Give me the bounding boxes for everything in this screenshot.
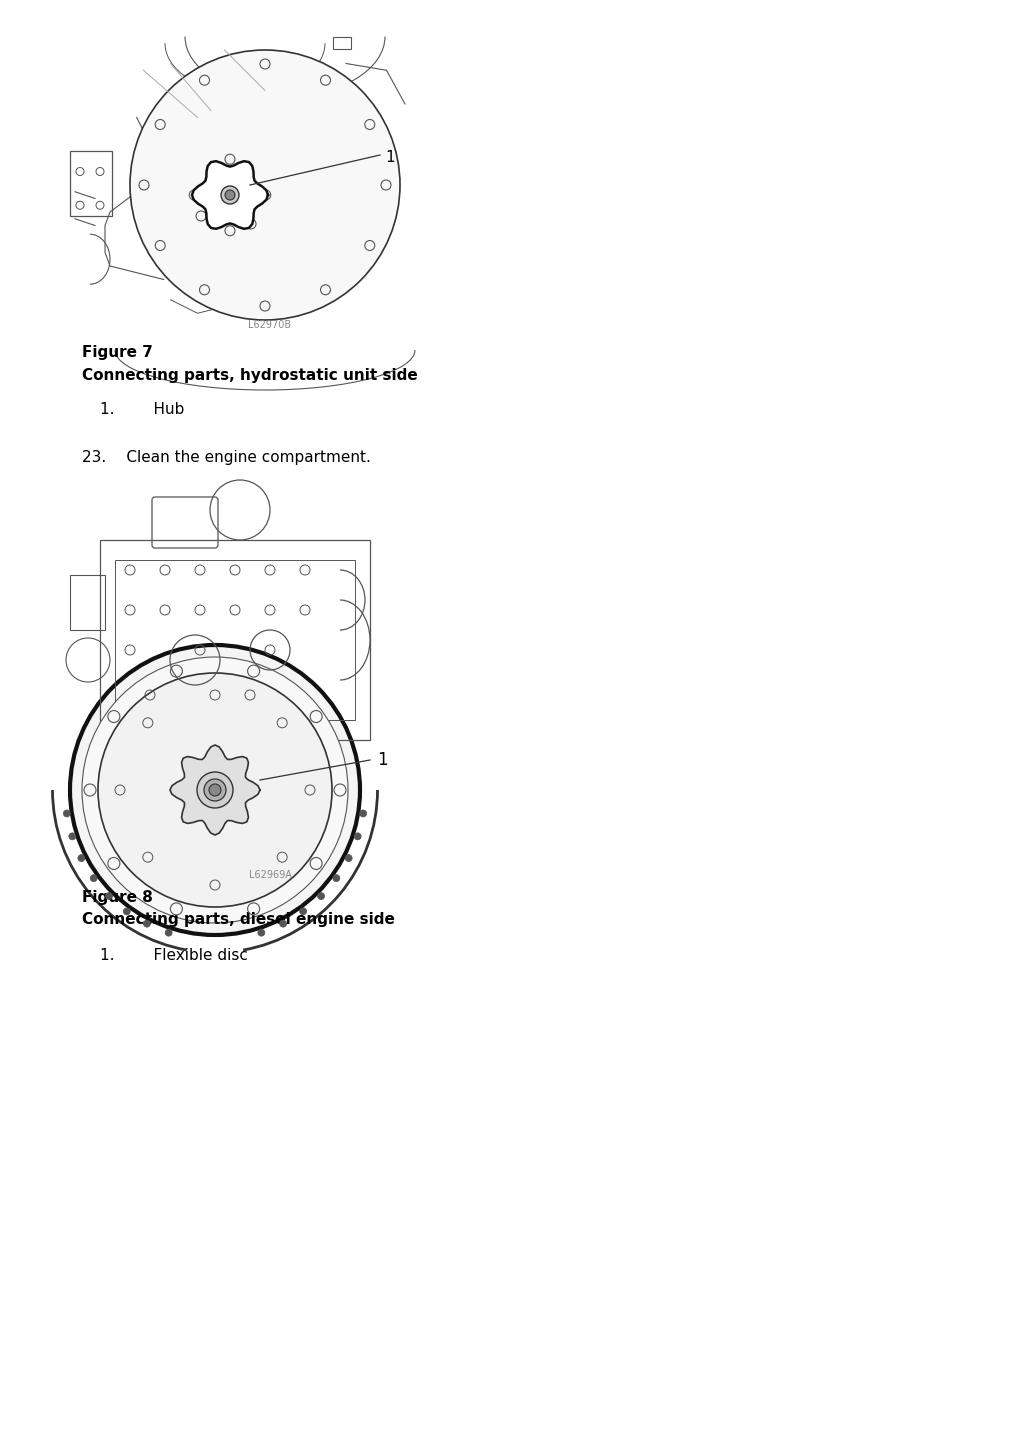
Text: L62970B: L62970B (249, 320, 292, 330)
Text: 1.        Hub: 1. Hub (100, 401, 184, 417)
Text: L62969A: L62969A (249, 869, 292, 880)
Text: Connecting parts, diesel engine side: Connecting parts, diesel engine side (82, 911, 395, 927)
Text: Connecting parts, hydrostatic unit side: Connecting parts, hydrostatic unit side (82, 368, 418, 383)
Circle shape (63, 810, 71, 817)
Circle shape (354, 833, 361, 840)
Circle shape (143, 920, 151, 927)
Circle shape (345, 855, 352, 862)
Circle shape (123, 909, 130, 914)
Text: 1: 1 (385, 149, 394, 165)
Circle shape (300, 909, 306, 914)
Circle shape (333, 875, 340, 881)
Polygon shape (193, 161, 268, 229)
Text: 1.        Flexible disc: 1. Flexible disc (100, 948, 248, 964)
Circle shape (105, 893, 113, 900)
Circle shape (90, 875, 97, 881)
Text: Figure 7: Figure 7 (82, 345, 153, 359)
Circle shape (82, 656, 348, 923)
Circle shape (221, 185, 239, 204)
Text: Figure 8: Figure 8 (82, 890, 153, 906)
Circle shape (70, 645, 360, 935)
Circle shape (258, 929, 265, 936)
Circle shape (98, 672, 332, 907)
Text: 1: 1 (377, 751, 388, 769)
Circle shape (359, 810, 367, 817)
Circle shape (280, 920, 287, 927)
Polygon shape (170, 745, 260, 835)
Circle shape (209, 784, 221, 796)
Circle shape (165, 929, 172, 936)
Text: 23.  Clean the engine compartment.: 23. Clean the engine compartment. (82, 451, 371, 465)
Circle shape (225, 190, 234, 200)
Circle shape (197, 772, 233, 809)
Circle shape (130, 51, 400, 320)
Circle shape (69, 833, 76, 840)
Circle shape (204, 780, 226, 801)
Circle shape (78, 855, 85, 862)
Circle shape (317, 893, 325, 900)
